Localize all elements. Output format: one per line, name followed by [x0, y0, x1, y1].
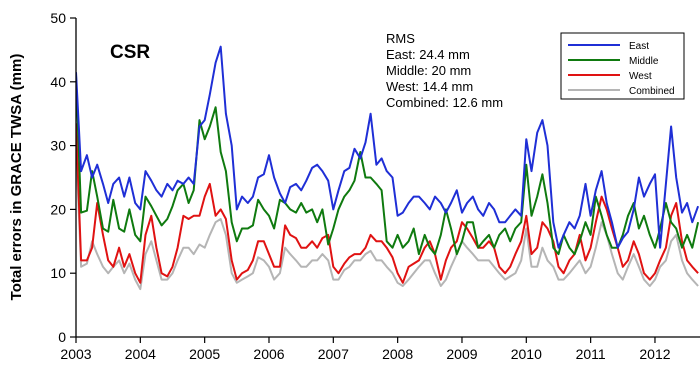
- y-tick-label: 0: [58, 329, 66, 345]
- x-tick-label: 2009: [446, 346, 477, 362]
- legend-box: [560, 32, 685, 100]
- legend-label-middle: Middle: [629, 56, 659, 67]
- rms-heading: RMS: [386, 31, 415, 46]
- legend-label-west: West: [629, 71, 652, 82]
- y-tick-label: 40: [50, 74, 66, 90]
- rms-annotation: RMS East: 24.4 mm Middle: 20 mm West: 14…: [386, 31, 503, 110]
- series-line-east: [76, 45, 700, 249]
- series-layer: [76, 45, 700, 291]
- panel-title: CSR: [110, 42, 150, 63]
- rms-line-combined: Combined: 12.6 mm: [386, 95, 503, 110]
- rms-line-east: East: 24.4 mm: [386, 47, 470, 62]
- y-tick-label: 20: [50, 201, 66, 217]
- series-line-west: [76, 123, 699, 284]
- series-line-combined: [76, 145, 699, 291]
- y-tick-label: 50: [50, 10, 66, 26]
- x-tick-label: 2006: [253, 346, 284, 362]
- legend: East Middle West Combined: [560, 32, 685, 100]
- rms-line-west: West: 14.4 mm: [386, 79, 473, 94]
- y-ticks: 0 10 20 30 40 50: [50, 10, 76, 345]
- x-tick-label: 2010: [511, 346, 542, 362]
- x-tick-label: 2008: [382, 346, 413, 362]
- legend-label-combined: Combined: [629, 86, 675, 97]
- y-tick-label: 10: [50, 265, 66, 281]
- rms-line-middle: Middle: 20 mm: [386, 63, 471, 78]
- x-tick-label: 2007: [318, 346, 349, 362]
- series-line-middle: [76, 75, 700, 256]
- x-tick-label: 2004: [125, 346, 156, 362]
- x-tick-label: 2011: [576, 346, 606, 362]
- x-ticks: 2003 2004 2005 2006 2007 2008 2009 2010 2011 2012: [60, 337, 671, 362]
- x-tick-label: 2003: [60, 346, 91, 362]
- legend-label-east: East: [629, 41, 649, 52]
- x-tick-label: 2012: [639, 346, 670, 362]
- y-tick-label: 30: [50, 138, 66, 154]
- x-tick-label: 2005: [189, 346, 220, 362]
- y-axis-label: Total errors in GRACE TWSA (mm): [8, 54, 25, 301]
